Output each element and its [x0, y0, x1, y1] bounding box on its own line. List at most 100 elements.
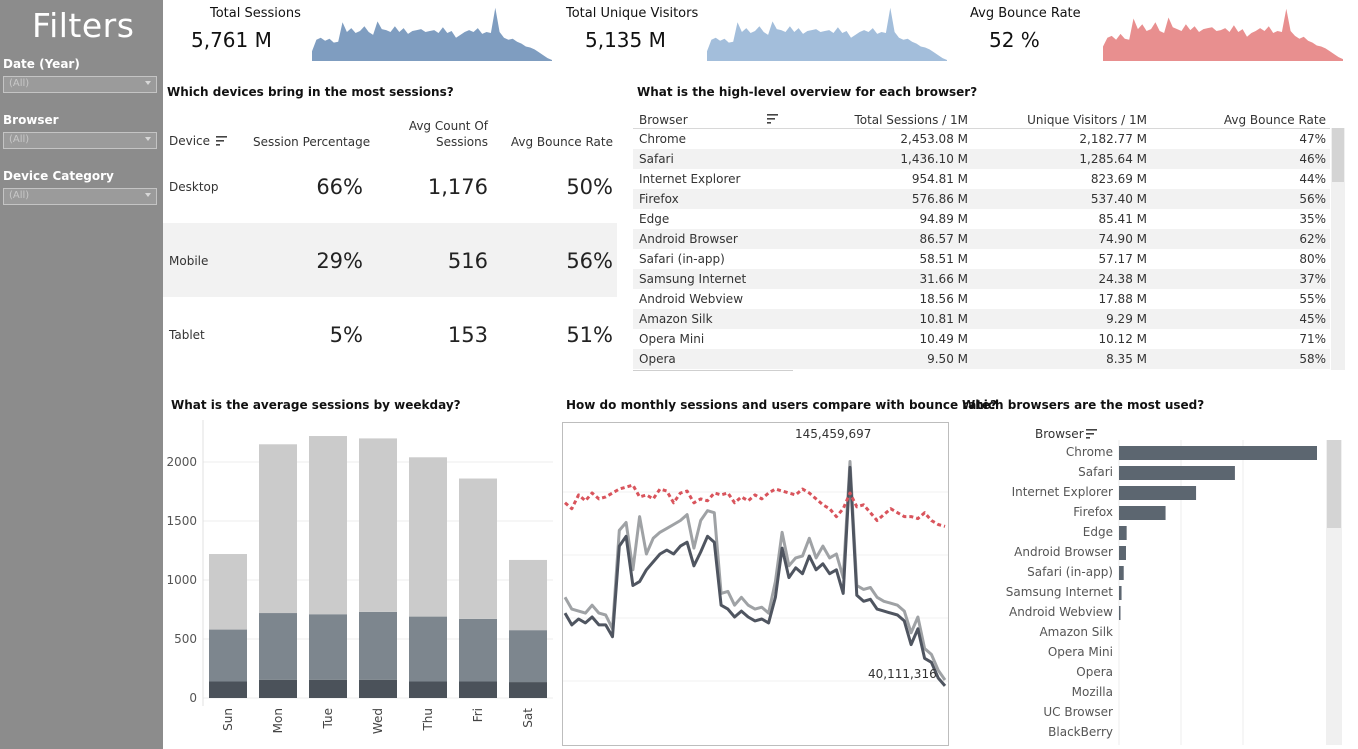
kpi-label-visitors: Total Unique Visitors [566, 6, 699, 21]
browser-name: Safari (in-app) [639, 252, 725, 266]
sessions-sparkline [312, 7, 552, 61]
filters-title: Filters [32, 6, 135, 45]
total-sessions-cell: 9.50 M [927, 352, 968, 366]
table-scrollbar-thumb[interactable] [1332, 128, 1344, 182]
table-row-band [633, 309, 1330, 329]
bounce-rate-cell: 62% [1299, 232, 1326, 246]
weekday-bar-mobile[interactable] [359, 611, 397, 680]
total-sessions-header: Total Sessions / 1M [854, 113, 968, 127]
y-tick-label: 500 [174, 632, 197, 646]
browser-bar[interactable] [1119, 546, 1126, 560]
visitors-sparkline-area [707, 7, 947, 61]
bounce-rate-cell: 35% [1299, 212, 1326, 226]
sort-icon[interactable] [1085, 428, 1099, 440]
weekday-bar-mobile[interactable] [409, 616, 447, 682]
weekday-title: What is the average sessions by weekday? [171, 398, 461, 412]
session-percentage-header: Session Percentage [253, 135, 371, 149]
weekday-bar-tablet[interactable] [459, 681, 497, 698]
weekday-bar-tablet[interactable] [209, 681, 247, 698]
browser-bar[interactable] [1119, 526, 1127, 540]
chevron-down-icon [145, 81, 151, 85]
weekday-bar-desktop[interactable] [259, 444, 297, 614]
bounce-rate-header: Avg Bounce Rate [1223, 113, 1326, 127]
device-category-filter[interactable]: (All) [3, 188, 157, 205]
filter-label-date: Date (Year) [3, 57, 80, 71]
unique-visitors-cell: 57.17 M [1098, 252, 1147, 266]
weekday-bar-tablet[interactable] [509, 682, 547, 698]
browser-name: Android Webview [639, 292, 744, 306]
most-used-title: Which browsers are the most used? [962, 398, 1205, 412]
weekday-bar-desktop[interactable] [209, 554, 247, 630]
y-tick-label: 0 [189, 691, 197, 705]
browser-bar[interactable] [1119, 506, 1166, 520]
sort-icon[interactable] [766, 113, 780, 125]
unique-visitors-cell: 8.35 M [1106, 352, 1147, 366]
most-used-chart: Chrome Safari Internet Explorer Firefox Edge… [1006, 440, 1317, 745]
weekday-bar-mobile[interactable] [509, 630, 547, 683]
chart-scrollbar-thumb[interactable] [1327, 440, 1341, 528]
weekday-bar-mobile[interactable] [459, 618, 497, 682]
unique-visitors-cell: 537.40 M [1090, 192, 1147, 206]
bounce-rate-cell: 71% [1299, 332, 1326, 346]
browser-column-header[interactable]: Browser [639, 113, 688, 127]
browser-name: Samsung Internet [639, 272, 747, 286]
line-users[interactable] [563, 465, 947, 687]
x-tick-label: Sat [521, 708, 535, 728]
browser-bar[interactable] [1119, 566, 1124, 580]
x-tick-label: Tue [321, 708, 335, 730]
weekday-bar-mobile[interactable] [259, 613, 297, 680]
chart-scrollbar[interactable] [1326, 440, 1342, 745]
browser-name: Safari [639, 152, 674, 166]
x-tick-label: Fri [471, 708, 485, 722]
weekday-bar-desktop[interactable] [459, 478, 497, 619]
browser-label: Safari (in-app) [1027, 565, 1113, 579]
x-tick-label: Mon [271, 708, 285, 733]
weekday-bar-tablet[interactable] [409, 681, 447, 698]
table-row-band [633, 229, 1330, 249]
bounce-rate-cell: 47% [1299, 132, 1326, 146]
total-sessions-cell: 31.66 M [919, 272, 968, 286]
device-pct: 5% [329, 323, 363, 347]
line-bounce-rate[interactable] [564, 483, 946, 528]
browser-label: Android Webview [1009, 605, 1113, 619]
weekday-bar-tablet[interactable] [309, 679, 347, 698]
unique-visitors-cell: 1,285.64 M [1079, 152, 1147, 166]
device-name: Desktop [169, 180, 219, 194]
unique-visitors-cell: 9.29 M [1106, 312, 1147, 326]
browser-name: Firefox [639, 192, 679, 206]
unique-visitors-cell: 2,182.77 M [1079, 132, 1147, 146]
browser-label: Opera [1076, 665, 1113, 679]
chevron-down-icon [145, 193, 151, 197]
browser-bar[interactable] [1119, 466, 1235, 480]
weekday-bar-desktop[interactable] [359, 438, 397, 612]
device-column-header[interactable]: Device [169, 134, 211, 148]
weekday-bar-desktop[interactable] [409, 457, 447, 617]
browser-bar[interactable] [1119, 586, 1122, 600]
weekday-bar-tablet[interactable] [259, 679, 297, 698]
weekday-bar-mobile[interactable] [309, 614, 347, 680]
browser-name: Android Browser [639, 232, 738, 246]
table-scrollbar[interactable] [1331, 128, 1345, 370]
total-sessions-cell: 1,436.10 M [900, 152, 968, 166]
kpi-value-sessions: 5,761 M [191, 28, 272, 52]
browser-bar[interactable] [1119, 486, 1197, 500]
browser-filter[interactable]: (All) [3, 132, 157, 149]
weekday-bar-mobile[interactable] [209, 629, 247, 682]
sort-icon[interactable] [215, 135, 229, 147]
filter-label-browser: Browser [3, 113, 59, 127]
filters-sidebar [0, 0, 163, 749]
browser-bar[interactable] [1119, 606, 1121, 620]
y-tick-label: 1500 [166, 514, 197, 528]
y-tick-label: 1000 [166, 573, 197, 587]
device-pct: 66% [316, 175, 363, 199]
header-divider [633, 128, 1330, 129]
date-year-filter[interactable]: (All) [3, 76, 157, 93]
line-sessions[interactable] [563, 460, 947, 681]
browser-label: Mozilla [1072, 685, 1113, 699]
browser-label: Amazon Silk [1039, 625, 1113, 639]
weekday-bar-desktop[interactable] [509, 559, 547, 631]
browser-bar[interactable] [1119, 446, 1317, 460]
weekday-bar-tablet[interactable] [359, 679, 397, 698]
weekday-bar-desktop[interactable] [309, 436, 347, 615]
monthly-chart: 145,459,697 40,111,316 [562, 422, 949, 746]
